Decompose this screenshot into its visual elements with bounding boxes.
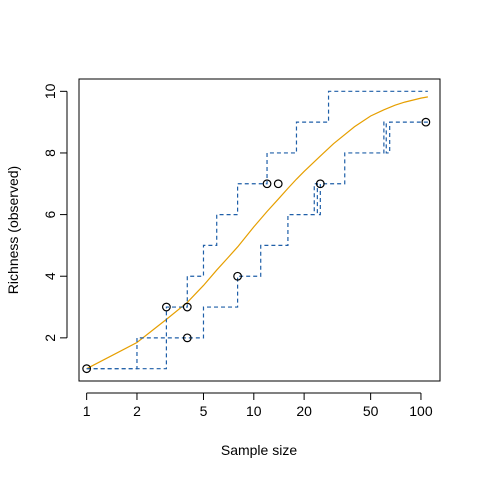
observation-point — [182, 333, 192, 343]
y-tick-label: 6 — [42, 210, 58, 218]
observation-point — [421, 117, 431, 127]
x-tick-label: 10 — [246, 403, 262, 419]
observation-point — [182, 302, 192, 312]
plot-frame — [78, 78, 441, 382]
y-axis-title: Richness (observed) — [5, 166, 21, 294]
observation-point — [273, 179, 283, 189]
observation-point — [82, 364, 92, 374]
envelope-upper-line — [86, 90, 428, 370]
x-tick-label: 20 — [296, 403, 312, 419]
x-axis: 1 2 5 10 20 50 100 — [83, 392, 433, 419]
x-tick-label: 100 — [409, 403, 433, 419]
observation-point — [315, 179, 325, 189]
y-tick-label: 2 — [42, 334, 58, 342]
observation-point — [162, 302, 171, 312]
mean-richness-line — [86, 96, 428, 370]
y-tick-label: 10 — [42, 83, 58, 99]
y-tick-label: 8 — [42, 149, 58, 157]
series-layer — [86, 90, 428, 370]
observation-point — [262, 179, 272, 189]
x-tick-label: 1 — [83, 403, 91, 419]
x-axis-title: Sample size — [221, 442, 297, 458]
y-tick-label: 4 — [42, 272, 58, 280]
observation-point — [233, 271, 243, 281]
observation-points — [82, 117, 431, 374]
x-tick-label: 5 — [200, 403, 208, 419]
envelope-lower-line — [86, 121, 428, 370]
x-tick-label: 50 — [363, 403, 379, 419]
x-tick-label: 2 — [133, 403, 141, 419]
y-axis: 2 4 6 8 10 — [42, 83, 68, 342]
